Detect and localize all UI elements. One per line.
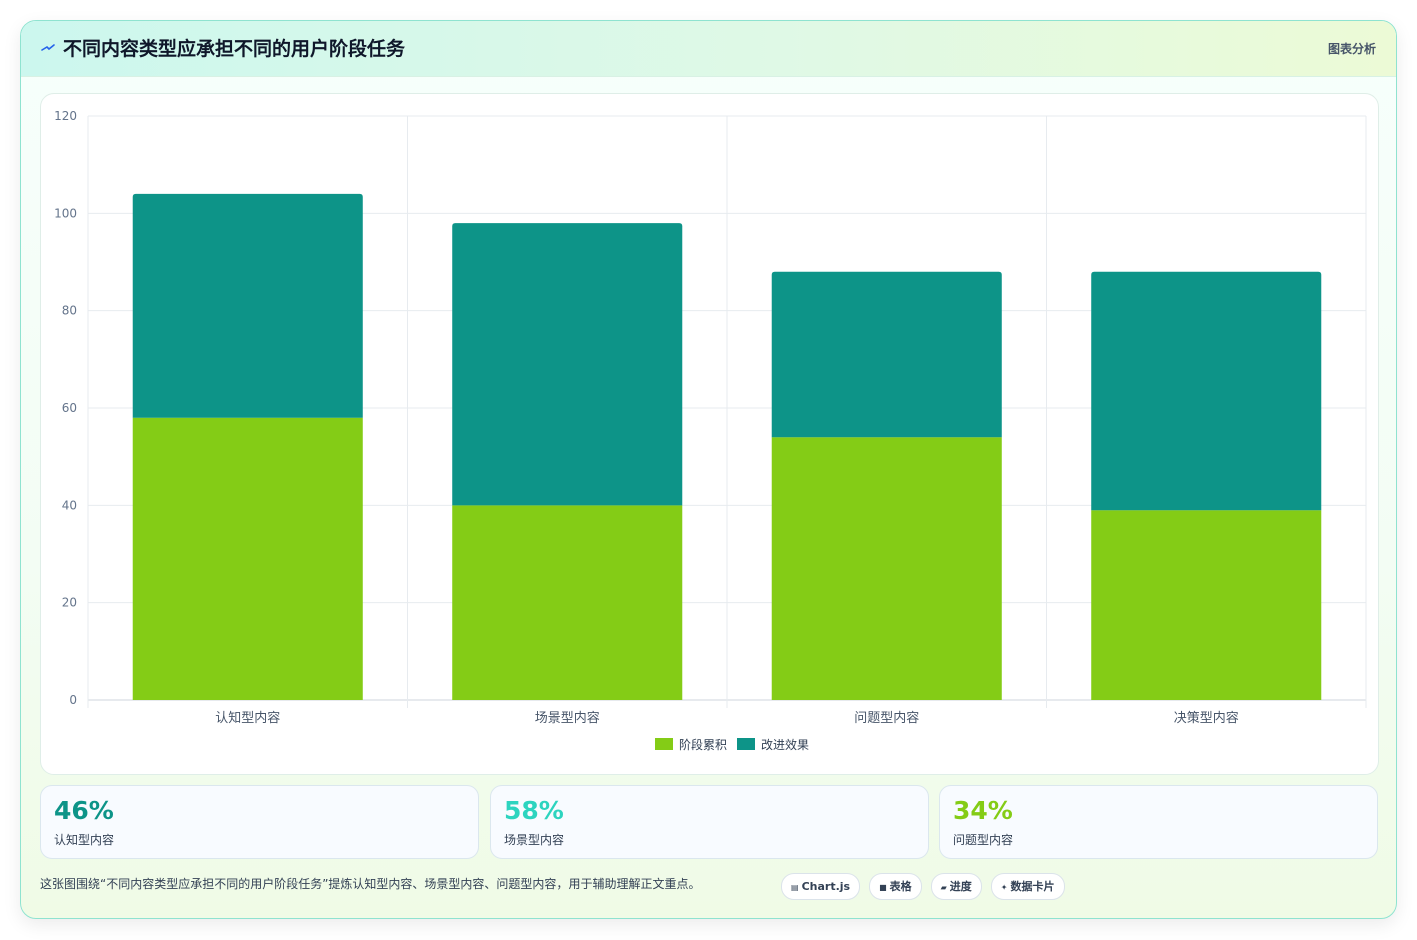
legend-label: 改进效果 [761,737,809,752]
tag-table[interactable]: ■ 表格 [869,873,922,900]
chart-description: 这张图围绕“不同内容类型应承担不同的用户阶段任务”提炼认知型内容、场景型内容、问… [40,877,701,891]
y-tick-label: 100 [54,206,77,220]
tag-list: ▤ Chart.js ■ 表格 ▰ 进度 ✦ 数据卡片 [781,873,1065,900]
tag-progress[interactable]: ▰ 进度 [930,873,982,900]
bar-segment [771,271,1002,438]
x-tick-label: 问题型内容 [854,710,919,726]
bar-segment [132,193,363,418]
y-tick-label: 40 [62,498,77,512]
legend-label: 阶段累积 [679,737,727,752]
legend-swatch [655,738,673,750]
stat-card-2: 58% 场景型内容 [490,785,929,859]
bar-segment [452,505,683,700]
sparkle-icon [41,44,55,51]
stat-value: 46% [54,796,114,825]
bar-segment [132,417,363,700]
table-icon: ■ [879,883,887,892]
progress-icon: ▰ [940,883,947,892]
tag-label: 进度 [949,880,972,893]
bar-segment [1091,510,1322,700]
bar-segment [1091,271,1322,511]
chart-analysis-link[interactable]: 图表分析 [1327,42,1376,56]
sparkle-icon: ✦ [1000,883,1008,892]
x-tick-label: 场景型内容 [535,710,600,726]
stat-card-3: 34% 问题型内容 [939,785,1378,859]
chart-card: 不同内容类型应承担不同的用户阶段任务 图表分析 0 20 40 60 80 100 120 认… [20,20,1397,919]
stat-value: 34% [953,796,1013,825]
stat-label: 认知型内容 [54,833,115,847]
y-tick-label: 0 [69,693,77,707]
card-header: 不同内容类型应承担不同的用户阶段任务 图表分析 [21,21,1396,77]
stat-label: 问题型内容 [953,833,1014,847]
bar-segment [452,223,683,506]
tag-data-card[interactable]: ✦ 数据卡片 [990,873,1065,900]
x-tick-label: 认知型内容 [215,710,280,726]
chart-panel: 0 20 40 60 80 100 120 认知型内容 场景型内容 问题型内容 决策型内容阶段累积 改… [40,93,1379,775]
chart-icon: ▤ [791,883,799,892]
stat-label: 场景型内容 [504,833,565,847]
legend-swatch [737,738,755,750]
x-tick-label: 决策型内容 [1174,710,1239,726]
chart-title: 不同内容类型应承担不同的用户阶段任务 [63,38,406,60]
stat-card-1: 46% 认知型内容 [40,785,479,859]
y-tick-label: 120 [54,109,77,123]
tag-label: Chart.js [801,880,851,893]
stat-value: 58% [504,796,564,825]
y-tick-label: 80 [62,304,77,318]
tag-label: 表格 [889,880,912,893]
bar-segment [771,437,1002,700]
tag-chartjs[interactable]: ▤ Chart.js [781,873,861,900]
y-tick-label: 20 [62,596,77,610]
tag-label: 数据卡片 [1010,880,1055,893]
y-tick-label: 60 [62,401,77,415]
